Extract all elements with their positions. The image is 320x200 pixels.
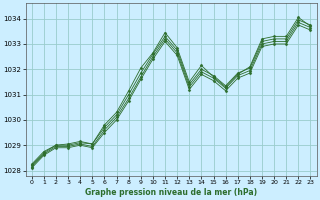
X-axis label: Graphe pression niveau de la mer (hPa): Graphe pression niveau de la mer (hPa) (85, 188, 257, 197)
